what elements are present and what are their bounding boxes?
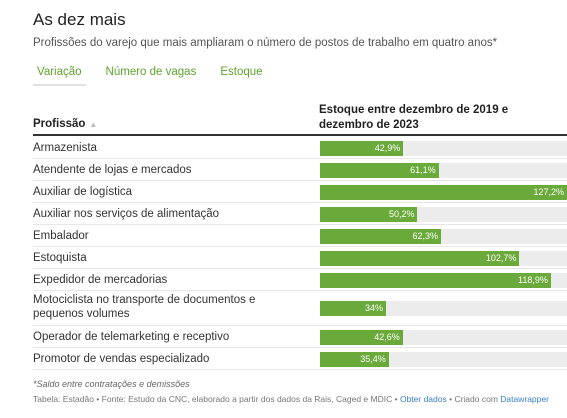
bar: 42,6% [320,330,403,345]
bar: 62,3% [320,229,441,244]
row-label: Auxiliar nos serviços de alimentação [33,208,220,220]
created-with-text: • Criado com [449,394,498,404]
row-label: Estoquista [33,252,87,264]
row-label: Motociclista no transporte de documentos… [33,294,256,320]
row-label: Promotor de vendas especializado [33,353,210,365]
bar: 118,9% [320,273,551,288]
bar-track: 102,7% [320,251,567,266]
bar-track: 34% [320,301,567,316]
tab-estoque[interactable]: Estoque [220,66,263,78]
bar-value-label: 61,1% [410,165,436,175]
column-header-profession[interactable]: Profissão ▲ [33,118,97,130]
bar-value-label: 127,2% [533,187,564,197]
bar-value-label: 34% [365,303,384,313]
footnote: *Saldo entre contratações e demissões [33,379,190,389]
bar-value-label: 42,9% [374,143,401,153]
source-line: Tabela: Estadão • Fonte: Estudo da CNC, … [33,394,549,404]
table-row: Promotor de vendas especializado 35,4% [33,348,567,370]
bar-track: 42,6% [320,330,567,345]
source-text: Tabela: Estadão • Fonte: Estudo da CNC, … [33,394,398,404]
bar-value-label: 118,9% [518,275,548,285]
bar: 50,2% [320,207,418,222]
table-row: Auxiliar de logística 127,2% [33,181,567,203]
table-row: Armazenista 42,9% [33,137,567,159]
table-row: Estoquista 102,7% [33,247,567,269]
bar: 102,7% [320,251,520,266]
row-label: Expedidor de mercadorias [33,274,168,286]
table-row: Expedidor de mercadorias 118,9% [33,269,567,291]
row-label: Armazenista [33,142,97,154]
column-header-metric: Estoque entre dezembro de 2019 e dezembr… [319,104,509,131]
datawrapper-link[interactable]: Datawrapper [500,394,549,404]
bar: 61,1% [320,163,439,178]
bar-track: 127,2% [320,185,567,200]
bar: 42,9% [320,141,404,156]
row-label: Embalador [33,230,89,242]
table-row: Embalador 62,3% [33,225,567,247]
bar-track: 42,9% [320,141,567,156]
tab-numero-de-vagas[interactable]: Número de vagas [105,66,197,78]
row-label: Atendente de lojas e mercados [33,164,192,176]
bar: 35,4% [320,352,389,367]
get-data-link[interactable]: Obter dados [399,394,447,404]
bar-track: 50,2% [320,207,567,222]
bar-value-label: 42,6% [374,332,400,342]
table-row: Motociclista no transporte de documentos… [33,291,567,326]
bar: 127,2% [320,185,567,200]
bar-value-label: 102,7% [485,253,517,263]
bar-value-label: 35,4% [360,354,386,364]
table-row: Atendente de lojas e mercados 61,1% [33,159,567,181]
chart-title: As dez mais [33,10,126,29]
header-divider [33,134,567,136]
row-label: Operador de telemarketing e receptivo [33,331,230,343]
bar-track: 61,1% [320,163,567,178]
tab-variacao[interactable]: Variação [33,64,86,86]
bar: 34% [320,301,387,316]
chart-subtitle: Profissões do varejo que mais ampliaram … [33,37,498,49]
sort-ascending-icon[interactable]: ▲ [89,120,98,129]
bar-track: 62,3% [320,229,567,244]
bar-value-label: 50,2% [388,209,415,219]
table-row: Operador de telemarketing e receptivo 42,… [33,326,567,348]
bar-track: 118,9% [320,273,567,288]
column-header-profession-label: Profissão [33,118,86,130]
bar-value-label: 62,3% [412,231,438,241]
table-row: Auxiliar nos serviços de alimentação 50,2… [33,203,567,225]
tab-bar: Variação Número de vagas Estoque [33,64,283,88]
bar-track: 35,4% [320,352,567,367]
row-label: Auxiliar de logística [33,186,133,198]
